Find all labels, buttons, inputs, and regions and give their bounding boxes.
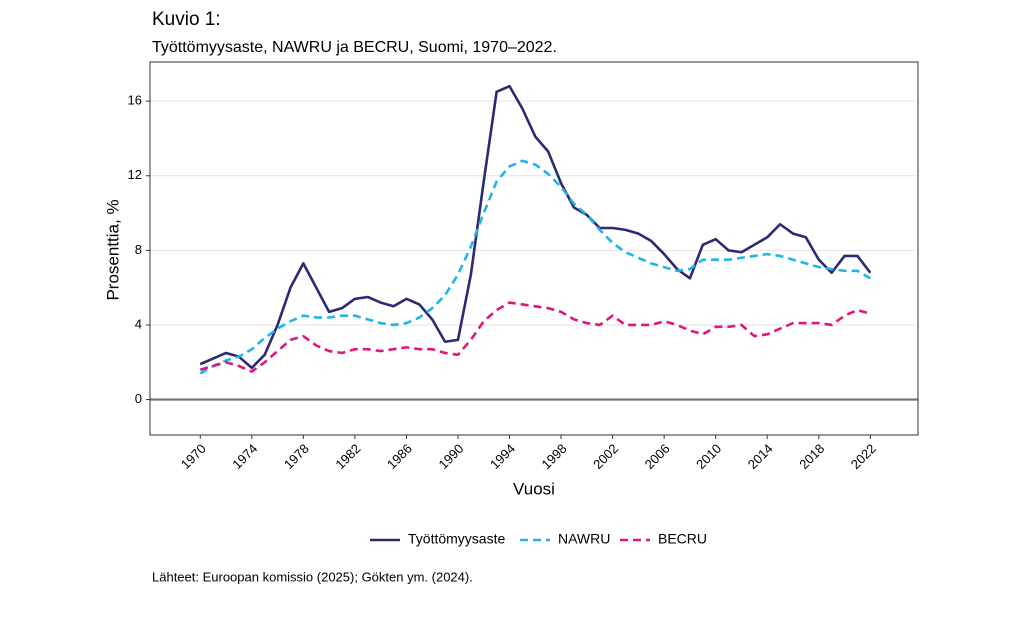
- x-axis-label: Vuosi: [513, 479, 555, 498]
- x-tick-label: 2002: [590, 441, 621, 472]
- x-tick-label: 1998: [539, 441, 570, 472]
- y-tick-label: 0: [135, 391, 142, 406]
- source-note: Lähteet: Euroopan komissio (2025); Gökte…: [152, 569, 473, 584]
- series-line: [199, 84, 872, 370]
- y-tick-label: 4: [135, 316, 142, 331]
- y-tick-label: 8: [135, 242, 142, 257]
- x-tick-label: 1974: [229, 441, 260, 472]
- x-tick-label: 2018: [796, 441, 827, 472]
- x-tick-label: 1982: [332, 441, 363, 472]
- x-tick-label: 2022: [848, 441, 879, 472]
- legend-label: Työttömyysaste: [408, 531, 505, 547]
- y-tick-label: 12: [128, 167, 142, 182]
- chart-title: Kuvio 1:: [152, 9, 221, 30]
- x-tick-label: 1986: [384, 441, 415, 472]
- x-tick-label: 1978: [281, 441, 312, 472]
- legend-label: NAWRU: [558, 531, 610, 547]
- x-tick-label: 2014: [745, 441, 776, 472]
- legend-label: BECRU: [658, 531, 707, 547]
- series-line: [199, 159, 871, 375]
- x-tick-label: 1990: [435, 441, 466, 472]
- series-line: [199, 301, 871, 373]
- plot-border: [149, 61, 919, 436]
- x-tick-label: 2006: [642, 441, 673, 472]
- x-tick-label: 2010: [693, 441, 724, 472]
- y-axis-label: Prosenttia, %: [103, 199, 122, 300]
- chart-subtitle: Työttömyysaste, NAWRU ja BECRU, Suomi, 1…: [152, 39, 557, 56]
- x-tick-label: 1970: [178, 441, 209, 472]
- x-tick-label: 1994: [487, 441, 518, 472]
- y-tick-label: 16: [128, 93, 142, 108]
